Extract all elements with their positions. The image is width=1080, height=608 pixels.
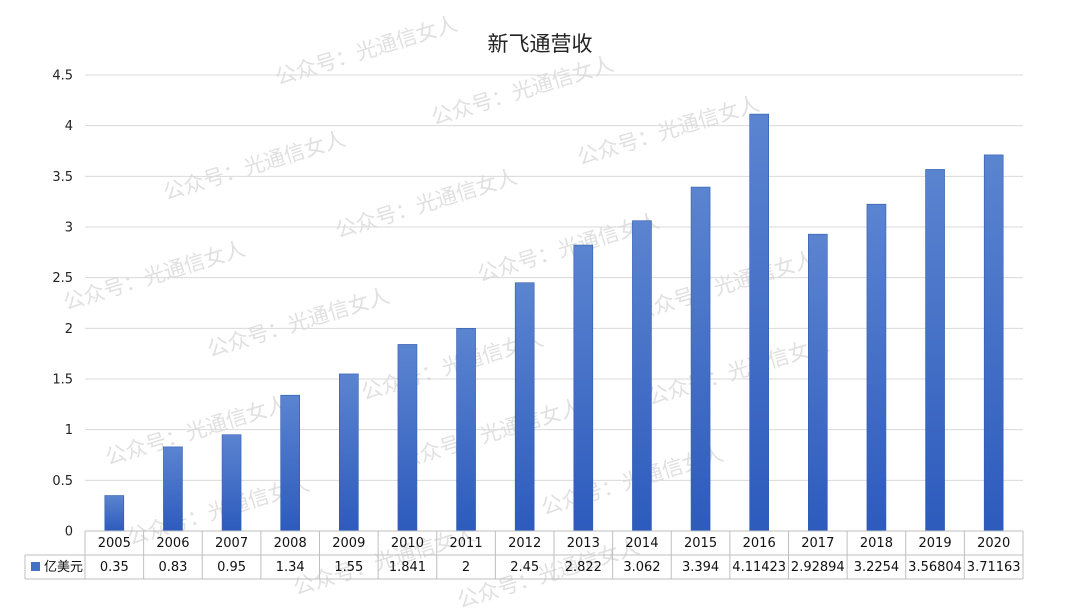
watermark-text: 公众号：光通信女人 [204,284,392,362]
bar [632,220,652,532]
data-value-label: 0.95 [217,560,246,575]
bar [339,373,359,532]
y-tick-label: 3.5 [52,170,73,185]
data-value-label: 2.92894 [791,560,845,575]
data-value-label: 2.45 [510,560,539,575]
x-category-label: 2018 [860,536,893,551]
bar [397,344,418,532]
x-category-label: 2014 [625,536,658,551]
legend-series-label: 亿美元 [44,560,83,575]
x-category-label: 2015 [684,536,717,551]
watermark-text: 公众号：光通信女人 [272,12,460,90]
watermark-text: 公众号：光通信女人 [290,522,478,600]
bar [514,282,535,532]
x-category-label: 2009 [332,536,365,551]
data-value-label: 2.822 [565,560,602,575]
x-category-label: 2017 [801,536,834,551]
y-tick-label: 4 [65,119,73,134]
x-category-label: 2006 [156,536,189,551]
x-category-label: 2019 [919,536,952,551]
data-value-label: 0.83 [158,560,187,575]
data-value-label: 2 [462,560,470,575]
y-tick-label: 0.5 [52,474,73,489]
bar [866,203,887,532]
x-category-label: 2007 [215,536,248,551]
bar [221,434,242,532]
chart-title: 新飞通营收 [487,32,593,56]
bar [163,446,183,532]
x-category-label: 2005 [98,536,131,551]
watermark-text: 公众号：光通信女人 [160,127,348,205]
watermark-text: 公众号：光通信女人 [630,247,818,325]
bar [690,186,711,532]
x-category-label: 2020 [977,536,1010,551]
watermark-text: 公众号：光通信女人 [644,332,832,410]
data-value-label: 1.34 [276,560,305,575]
data-value-label: 1.841 [389,560,426,575]
y-tick-label: 2.5 [52,271,73,286]
x-category-label: 2016 [743,536,776,551]
x-category-label: 2010 [391,536,424,551]
watermark-text: 公众号：光通信女人 [102,392,290,470]
legend-swatch [31,562,40,571]
data-value-label: 3.394 [682,560,719,575]
y-axis: 0 0.5 1 1.5 2 2.5 3 3.5 4 4.5 [52,69,73,540]
data-value-label: 3.062 [623,560,660,575]
data-value-label: 0.35 [100,560,129,575]
y-tick-label: 1 [65,423,73,438]
bar [983,154,1004,532]
y-tick-label: 1.5 [52,373,73,388]
data-value-label: 3.2254 [854,560,900,575]
y-tick-label: 4.5 [52,69,73,84]
y-tick-label: 3 [65,221,73,236]
x-category-label: 2011 [450,536,483,551]
watermark-text: 公众号：光通信女人 [574,92,762,170]
bar [104,495,125,532]
bar [925,169,945,532]
data-value-label: 3.56804 [908,560,962,575]
bar [573,244,594,532]
y-tick-label: 2 [65,322,73,337]
y-tick-label: 0 [65,525,73,540]
bar [749,113,769,532]
bar [280,394,300,532]
bars [104,113,1004,532]
data-value-label: 4.11423 [732,560,786,575]
watermark-text: 公众号：光通信女人 [60,237,248,315]
watermark-text: 公众号：光通信女人 [428,52,616,130]
bar [808,233,828,532]
data-table: 2005 2006 2007 2008 2009 2010 2011 2012 2013 2014… [24,530,1024,580]
watermark-text: 公众号：光通信女人 [396,395,584,473]
bar [456,328,476,532]
x-category-label: 2012 [508,536,541,551]
x-category-label: 2008 [274,536,307,551]
data-value-label: 1.55 [334,560,363,575]
x-category-label: 2013 [567,536,600,551]
data-value-label: 3.71163 [967,560,1021,575]
